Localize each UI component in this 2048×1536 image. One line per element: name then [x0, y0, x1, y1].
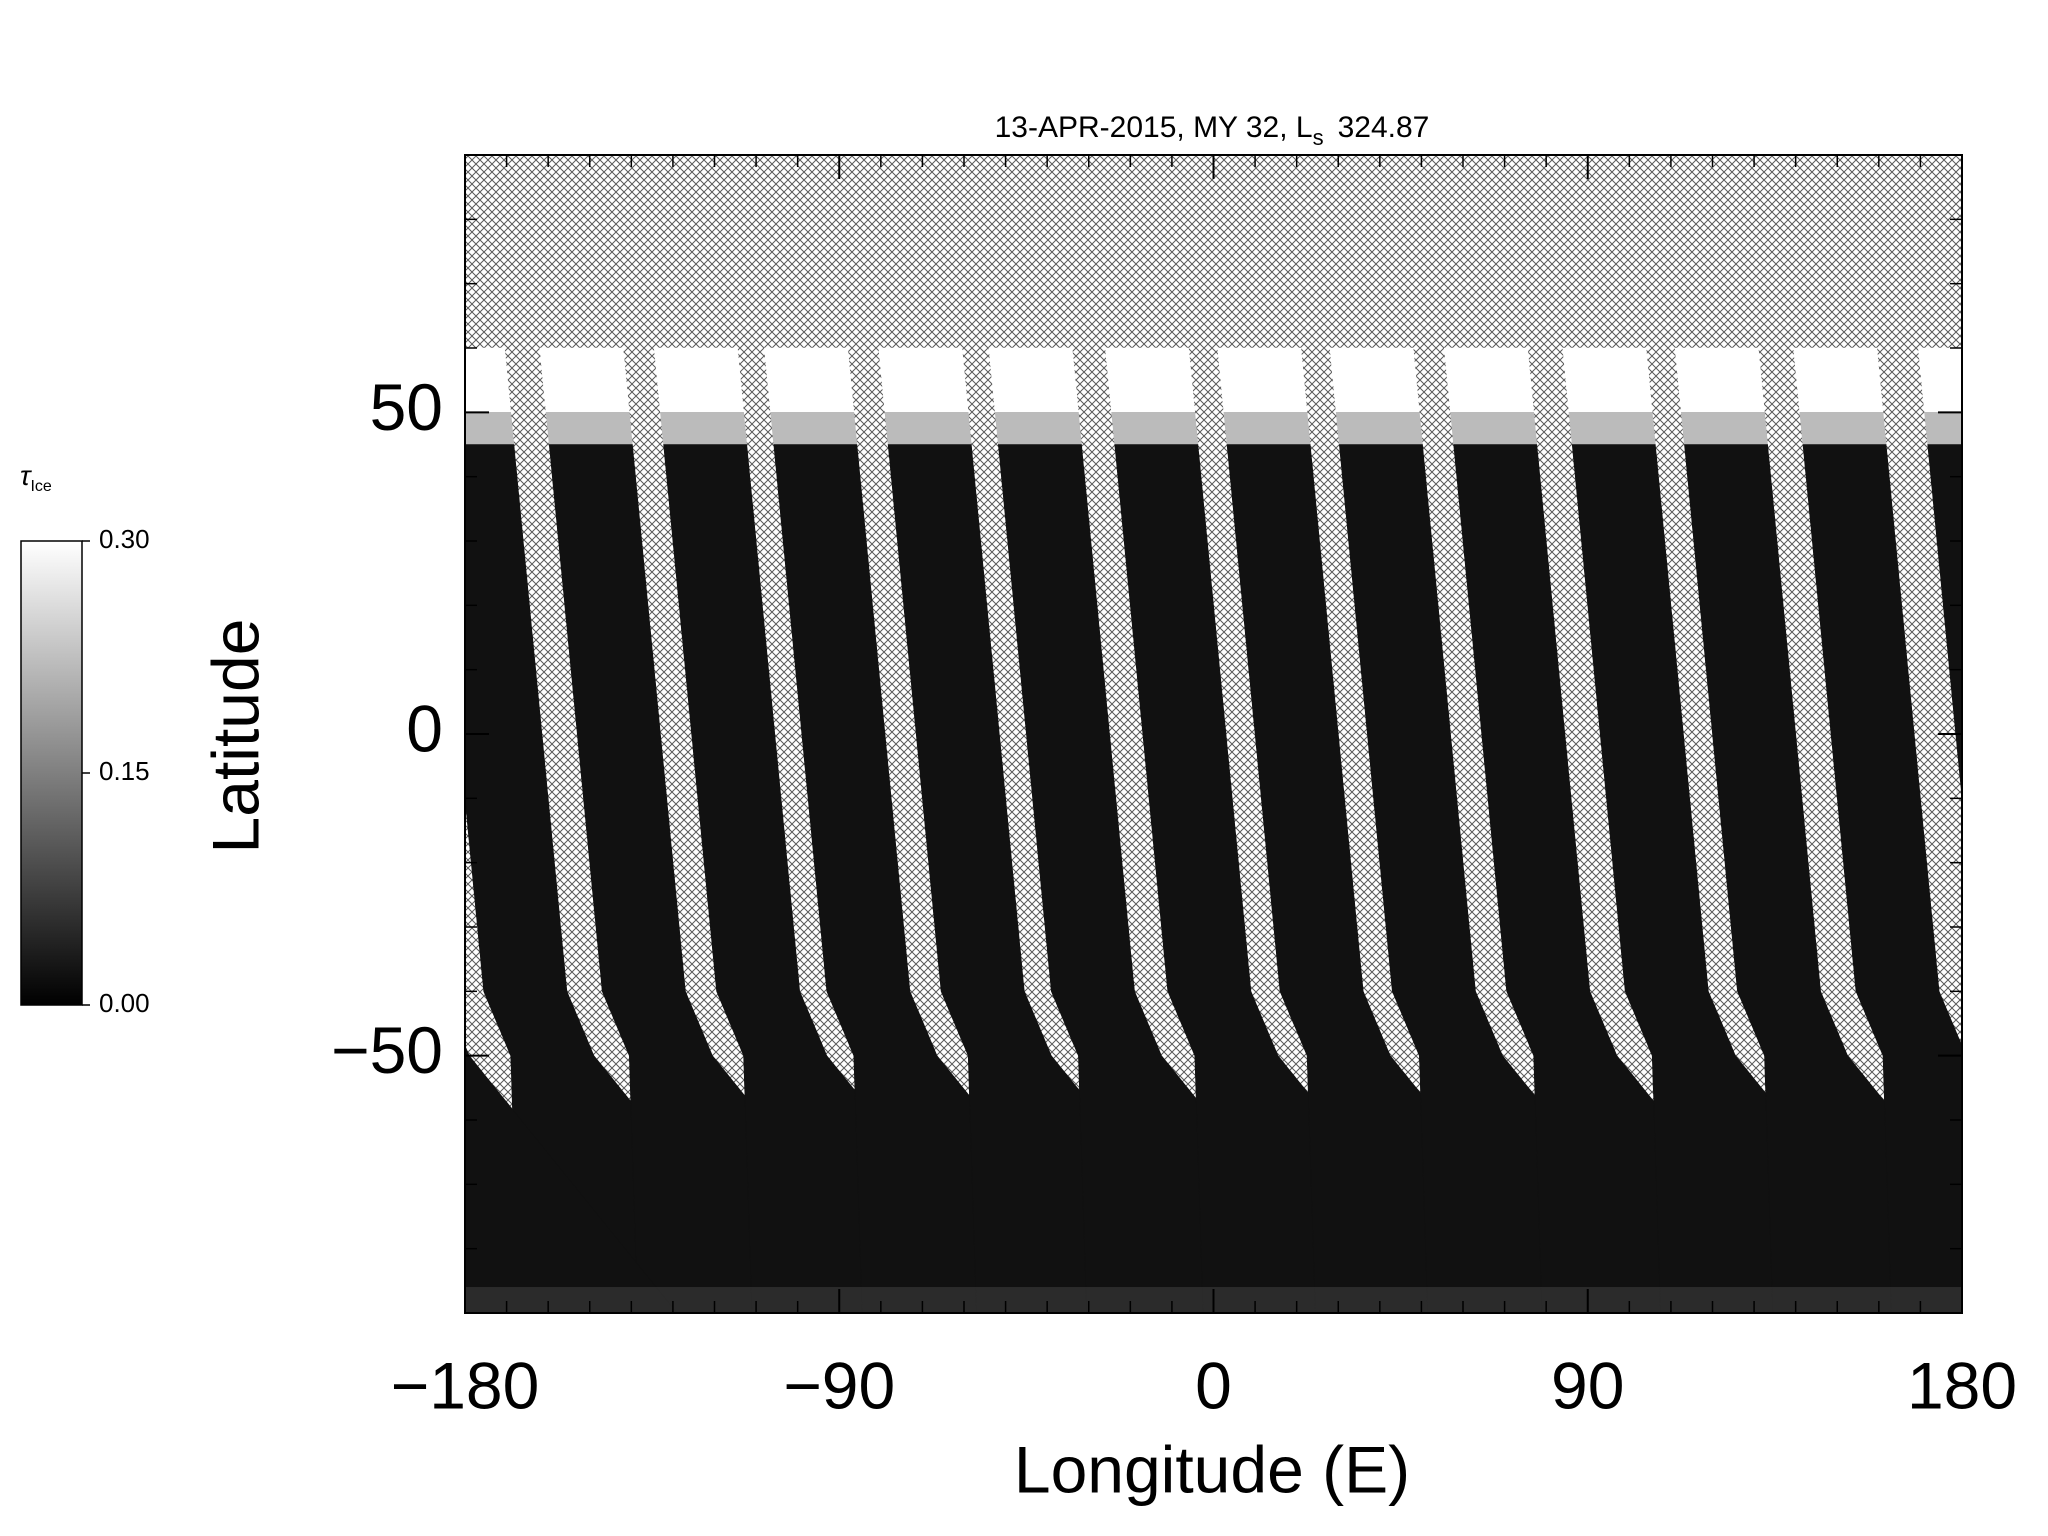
title-text: 13-APR-2015, MY 32, L [995, 111, 1313, 144]
swath-cell [988, 347, 1079, 413]
swath-cell [75, 445, 425, 1288]
swath-cell [1329, 347, 1420, 413]
x-axis-label: Longitude (E) [1014, 1432, 1410, 1506]
swath-cell [465, 1287, 678, 1313]
swath-cell [770, 411, 858, 445]
swath-cell [1927, 444, 1962, 802]
swath-cell [0, 412, 40, 444]
colorbar-title: τIce [20, 460, 52, 495]
swath-cell [1793, 347, 1884, 413]
swath-cell [1799, 411, 1887, 445]
swath-cell [1443, 347, 1535, 413]
colorbar [20, 540, 83, 1006]
swath-cell [994, 411, 1082, 445]
y-tick-label: 50 [370, 370, 443, 444]
x-tick-label: −180 [391, 1348, 540, 1422]
swath-cell [1568, 411, 1656, 445]
swath-cell [1335, 411, 1423, 445]
swath-cell [1562, 347, 1653, 413]
x-tick-label: −90 [783, 1348, 895, 1422]
y-axis-label: Latitude [198, 619, 272, 854]
swath-cell [0, 348, 37, 412]
swath-cell [0, 1287, 101, 1313]
chart-title: 13-APR-2015, MY 32, Ls 324.87 [995, 111, 1430, 150]
colorbar-title-symbol: τ [20, 460, 32, 491]
title-suffix: 324.87 [1338, 111, 1430, 144]
swath-cell [764, 347, 855, 413]
colorbar-title-subscript: Ice [30, 478, 51, 495]
x-tick-label: 180 [1907, 1348, 2017, 1422]
swath-cell [1890, 1287, 1962, 1313]
swath-cell [1680, 411, 1768, 445]
swath-cell [2043, 412, 2048, 444]
swath-cell [0, 1287, 213, 1313]
x-tick-label: 0 [1195, 1348, 1232, 1422]
swath-cell [878, 347, 969, 413]
swath-cell [1450, 411, 1538, 445]
swath-cell [653, 347, 744, 413]
swath-cell [545, 411, 633, 445]
swath-cell [539, 347, 630, 413]
swath-cell [184, 412, 270, 444]
swath-cell [163, 1287, 447, 1313]
colorbar-tick-label: 0.30 [99, 524, 150, 554]
swath-cell [660, 411, 748, 445]
swath-cell [1223, 411, 1311, 445]
swath-cell [1674, 347, 1765, 413]
swath-cell [1802, 444, 1962, 1288]
y-tick-label: −50 [331, 1013, 443, 1087]
swath-cell [1105, 347, 1196, 413]
swath-cell [1917, 347, 1962, 413]
swath-cell [1111, 411, 1199, 445]
colorbar-tick-label: 0.00 [99, 988, 150, 1018]
swath-cell [2015, 1287, 2048, 1313]
swath-cell [2037, 348, 2048, 412]
swath-cell [44, 1287, 328, 1313]
swath-cell [72, 412, 158, 444]
y-tick-label: 0 [406, 691, 443, 765]
colorbar-tick-label: 0.15 [99, 756, 150, 786]
x-tick-label: 90 [1551, 1348, 1624, 1422]
title-subscript: s [1313, 125, 1324, 150]
swath-cell [1684, 444, 1962, 1288]
swath-cell [178, 348, 267, 412]
swath-cell [1924, 411, 1962, 445]
swath-cell [66, 348, 155, 412]
swath-cell [884, 411, 972, 445]
swath-cell [1217, 347, 1308, 413]
swath-layer [0, 347, 2048, 1313]
